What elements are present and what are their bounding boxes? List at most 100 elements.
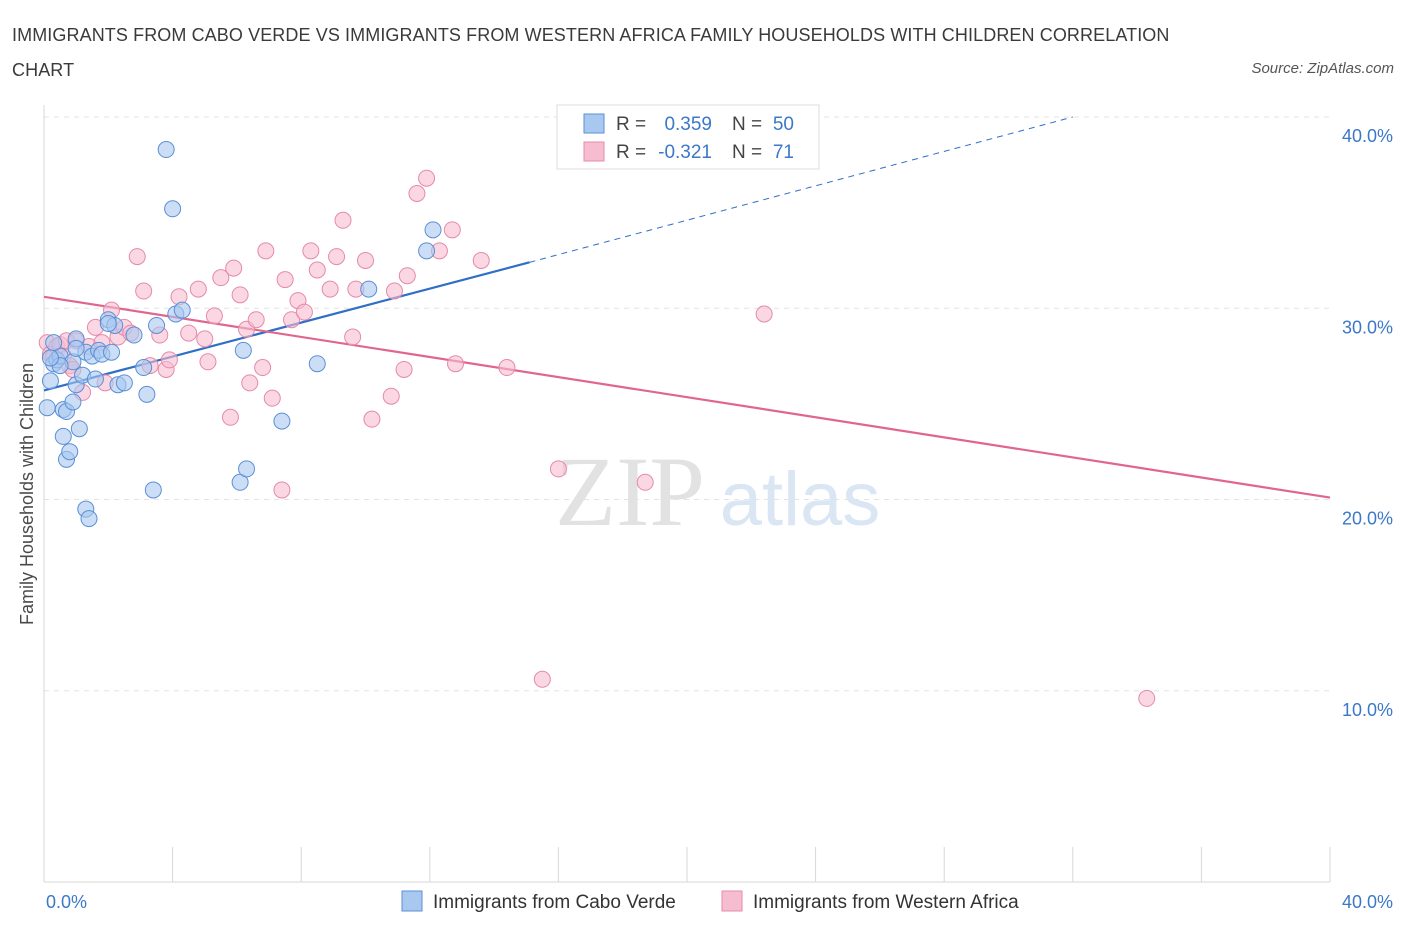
y-axis-label: Family Households with Children — [17, 363, 37, 625]
point-western-africa — [334, 211, 352, 229]
point-cabo-verde — [164, 200, 182, 218]
point-western-africa — [196, 330, 214, 348]
point-western-africa — [231, 286, 249, 304]
point-western-africa — [363, 410, 381, 428]
correlation-legend: R = 0.359 N = 50 R = -0.321 N = 71 — [556, 104, 820, 170]
point-western-africa — [498, 359, 516, 377]
point-western-africa — [135, 282, 153, 300]
point-cabo-verde — [41, 372, 59, 390]
point-western-africa — [447, 355, 465, 373]
point-western-africa — [225, 259, 243, 277]
source-credit: Source: ZipAtlas.com — [1251, 60, 1394, 77]
legend-n-label-1: N = — [732, 114, 762, 135]
series-cabo-verde-points — [38, 141, 442, 528]
watermark-zip: ZIP — [555, 436, 705, 547]
point-cabo-verde — [115, 374, 133, 392]
point-western-africa — [247, 311, 265, 329]
legend-swatch-western-africa — [583, 141, 605, 162]
y-tick-label-30: 30.0% — [1342, 317, 1393, 337]
point-western-africa — [221, 408, 239, 426]
point-cabo-verde — [234, 341, 252, 359]
point-cabo-verde — [157, 141, 175, 159]
point-western-africa — [636, 473, 654, 491]
point-western-africa — [180, 324, 198, 342]
legend-r-value-1: 0.359 — [664, 114, 712, 135]
point-western-africa — [199, 353, 217, 371]
point-western-africa — [257, 242, 275, 260]
bottom-legend-label-cabo-verde: Immigrants from Cabo Verde — [433, 892, 676, 913]
point-western-africa — [357, 251, 374, 269]
point-western-africa — [283, 311, 301, 329]
y-tick-labels: 10.0% 20.0% 30.0% 40.0% — [1342, 126, 1393, 720]
point-cabo-verde — [67, 339, 85, 357]
point-western-africa — [308, 261, 326, 279]
point-cabo-verde — [64, 393, 82, 411]
point-cabo-verde — [54, 427, 72, 445]
trend-line-western-africa — [43, 295, 1331, 499]
legend-n-label-2: N = — [732, 142, 762, 163]
point-western-africa — [408, 185, 426, 202]
legend-r-label-2: R = — [616, 142, 646, 163]
point-cabo-verde — [144, 481, 162, 499]
point-western-africa — [328, 248, 346, 266]
point-western-africa — [1138, 689, 1156, 707]
point-cabo-verde — [135, 359, 153, 377]
gridlines — [44, 116, 1330, 692]
point-western-africa — [418, 169, 436, 187]
point-western-africa — [755, 305, 773, 323]
point-western-africa — [189, 280, 207, 298]
series-legend: Immigrants from Cabo Verde Immigrants fr… — [401, 890, 1019, 913]
trend-line-extension-cabo-verde — [529, 116, 1073, 263]
point-cabo-verde — [38, 399, 56, 417]
x-tick-label-min: 0.0% — [46, 892, 87, 912]
point-cabo-verde — [86, 370, 104, 388]
chart-title: IMMIGRANTS FROM CABO VERDE VS IMMIGRANTS… — [12, 25, 1170, 80]
legend-n-value-1: 50 — [773, 114, 794, 135]
point-western-africa — [276, 271, 294, 289]
point-cabo-verde — [173, 301, 191, 319]
x-tick-marks — [43, 847, 1331, 882]
point-cabo-verde — [424, 221, 442, 239]
point-western-africa — [254, 359, 272, 377]
point-cabo-verde — [103, 343, 121, 361]
bottom-legend-swatch-cabo-verde — [401, 890, 423, 912]
point-cabo-verde — [99, 315, 117, 333]
bottom-legend-label-western-africa: Immigrants from Western Africa — [753, 892, 1019, 913]
legend-swatch-cabo-verde — [583, 113, 605, 134]
y-tick-label-20: 20.0% — [1342, 509, 1393, 529]
point-cabo-verde — [125, 326, 143, 344]
point-cabo-verde — [61, 443, 79, 461]
point-western-africa — [549, 460, 567, 478]
point-western-africa — [382, 387, 400, 405]
point-cabo-verde — [80, 510, 98, 528]
point-western-africa — [344, 328, 362, 346]
y-tick-label-10: 10.0% — [1342, 700, 1393, 720]
legend-r-label-1: R = — [616, 114, 646, 135]
point-cabo-verde — [70, 420, 88, 438]
point-cabo-verde — [45, 334, 63, 352]
point-western-africa — [205, 307, 223, 325]
point-cabo-verde — [273, 412, 291, 430]
point-western-africa — [472, 251, 490, 269]
legend-n-value-2: 71 — [773, 142, 794, 163]
point-western-africa — [302, 242, 320, 260]
point-cabo-verde — [238, 460, 256, 478]
x-tick-label-max: 40.0% — [1342, 892, 1393, 912]
point-western-africa — [321, 280, 339, 298]
point-cabo-verde — [418, 242, 436, 260]
point-western-africa — [385, 282, 403, 300]
y-tick-label-40: 40.0% — [1342, 126, 1393, 146]
point-western-africa — [128, 248, 146, 266]
point-western-africa — [212, 269, 230, 287]
point-cabo-verde — [41, 349, 59, 367]
point-cabo-verde — [308, 355, 326, 373]
legend-r-value-2: -0.321 — [658, 142, 712, 163]
point-cabo-verde — [148, 316, 166, 334]
point-western-africa — [160, 351, 178, 369]
point-cabo-verde — [138, 385, 156, 403]
point-western-africa — [273, 481, 291, 499]
bottom-legend-swatch-western-africa — [721, 890, 743, 912]
point-western-africa — [263, 389, 281, 407]
point-western-africa — [295, 303, 313, 321]
